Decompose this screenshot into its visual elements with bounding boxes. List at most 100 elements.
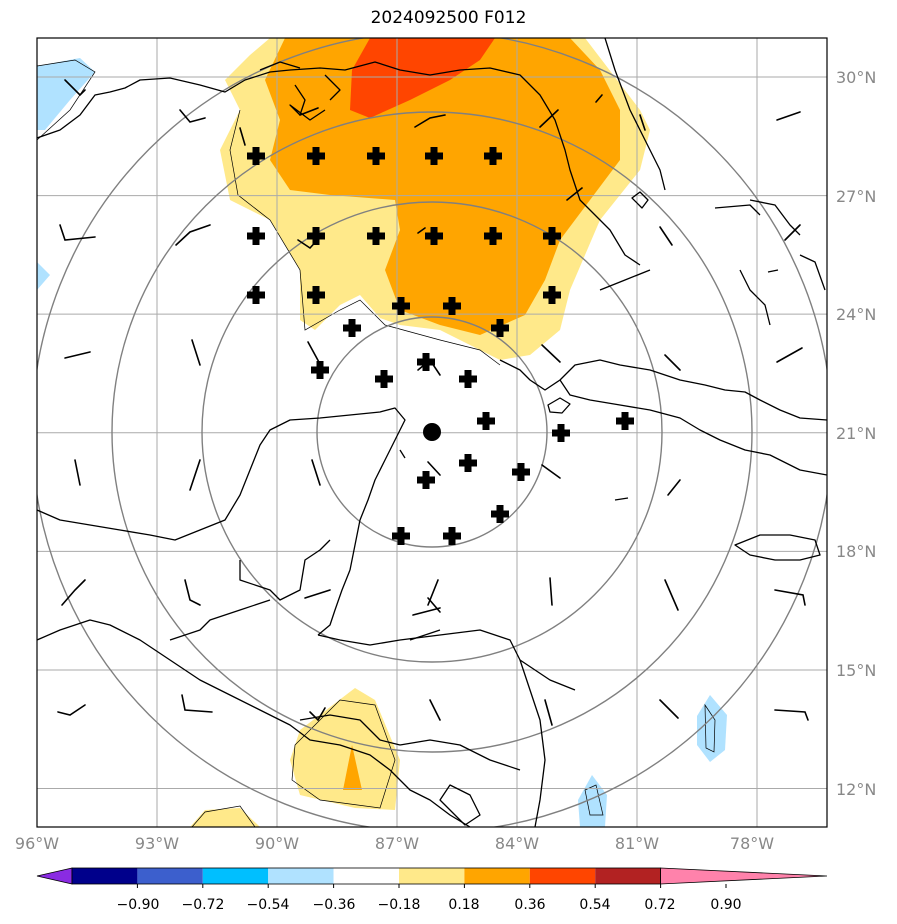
lon-label-96: 96°W	[15, 834, 59, 853]
colorbar-tick: 0.72	[644, 897, 675, 913]
range-ring	[316, 316, 548, 548]
ensemble-plus-marker	[247, 147, 265, 165]
mississippi-delta	[289, 84, 326, 121]
ensemble-plus-marker	[247, 286, 265, 304]
ensemble-plus-marker	[375, 370, 393, 388]
pacific-coast	[37, 619, 471, 827]
ensemble-plus-marker	[392, 527, 410, 545]
gt-border	[169, 599, 271, 641]
lat-label-12: 12°N	[836, 780, 876, 799]
map-panel	[37, 38, 827, 827]
coastlines	[37, 38, 827, 827]
lat-axis: 30°N 27°N 24°N 21°N 18°N 15°N 12°N	[836, 68, 876, 799]
colorbar-segment	[595, 868, 661, 884]
us-gulf-coast	[37, 61, 641, 266]
bahamas-1	[714, 204, 761, 216]
ensemble-plus-marker	[425, 147, 443, 165]
florida-east-coast	[604, 38, 666, 191]
field-outline-north	[229, 109, 501, 366]
ensemble-plus-marker	[367, 147, 385, 165]
colorbar-tick: 0.36	[514, 897, 545, 913]
map-title: 2024092500 F012	[370, 8, 527, 28]
bahamas-3	[799, 254, 826, 291]
red-region-north	[350, 38, 495, 118]
colorbar-tick: −0.72	[182, 897, 225, 913]
range-ring	[201, 201, 663, 663]
ensemble-plus-marker	[443, 527, 461, 545]
jamaica	[734, 534, 821, 561]
ensemble-plus-marker	[311, 361, 329, 379]
lon-axis: 96°W 93°W 90°W 87°W 84°W 81°W 78°W	[15, 834, 774, 853]
colorbar-outline	[71, 867, 661, 885]
colorbar-segment	[268, 868, 334, 884]
ensemble-plus-marker	[307, 147, 325, 165]
map-frame	[36, 37, 828, 828]
colorbar-segment	[529, 868, 596, 884]
colorbar-tick: −0.18	[378, 897, 421, 913]
colorbar-extend-low	[36, 867, 73, 885]
lat-label-27: 27°N	[836, 187, 876, 206]
orange-spike-south	[343, 745, 362, 790]
field-outline-east	[704, 703, 716, 753]
field-outline-sw	[191, 805, 256, 827]
colorbar-segment	[333, 868, 399, 884]
ensemble-plus-marker	[543, 227, 561, 245]
lon-label-81: 81°W	[615, 834, 659, 853]
orange-region-north	[265, 38, 620, 335]
ensemble-plus-marker	[425, 227, 443, 245]
blue-region-nw	[37, 58, 95, 130]
gulf-honduras-isle	[409, 629, 441, 641]
belize-coast	[317, 569, 351, 636]
colorbar-tick: 0.18	[448, 897, 479, 913]
lon-label-90: 90°W	[255, 834, 299, 853]
blue-region-east	[697, 695, 727, 762]
mexico-border	[239, 539, 331, 601]
florida-keys	[599, 269, 651, 291]
ensemble-plus-marker	[552, 424, 570, 442]
lat-lon-grid	[37, 38, 827, 827]
colorbar	[36, 867, 828, 888]
lon-label-78: 78°W	[730, 834, 774, 853]
lat-label-18: 18°N	[836, 542, 876, 561]
lon-label-84: 84°W	[495, 834, 539, 853]
colorbar-tick: −0.36	[313, 897, 356, 913]
bahamas-5	[767, 269, 779, 273]
lon-label-87: 87°W	[375, 834, 419, 853]
colorbar-ticks: −0.90 −0.72 −0.54 −0.36 −0.18 0.18 0.36 …	[117, 897, 742, 913]
blue-region-south	[578, 775, 607, 827]
lon-label-93: 93°W	[135, 834, 179, 853]
ensemble-plus-marker	[392, 297, 410, 315]
colorbar-tick: −0.54	[247, 897, 290, 913]
colorbar-segment	[202, 868, 269, 884]
bahamas-4	[739, 269, 771, 326]
ensemble-plus-marker	[459, 454, 477, 472]
ensemble-plus-marker	[459, 370, 477, 388]
lat-label-24: 24°N	[836, 305, 876, 324]
ensemble-plus-marker	[247, 227, 265, 245]
colorbar-tick: 0.90	[710, 897, 741, 913]
ensemble-plus-marker	[417, 471, 435, 489]
range-ring	[111, 111, 753, 753]
colorbar-segment	[464, 868, 530, 884]
ensemble-plus-marker	[543, 286, 561, 304]
ensemble-plus-marker	[484, 227, 502, 245]
colorbar-segment	[399, 868, 465, 884]
louisiana-bayous	[259, 61, 341, 101]
ensemble-markers	[247, 147, 634, 545]
ensemble-plus-marker	[484, 147, 502, 165]
ensemble-plus-marker	[367, 227, 385, 245]
colorbar-extend-high	[660, 867, 828, 885]
storm-center-marker	[423, 423, 441, 441]
lake-nicaragua	[439, 784, 481, 826]
lat-label-21: 21°N	[836, 424, 876, 443]
lat-label-15: 15°N	[836, 661, 876, 680]
yellow-region-sw	[190, 808, 260, 827]
field-outline-south2	[584, 784, 604, 816]
cozumel	[399, 449, 406, 459]
ensemble-plus-marker	[417, 353, 435, 371]
ensemble-plus-marker	[477, 412, 495, 430]
colorbar-segment	[137, 868, 203, 884]
nicaragua-border	[399, 739, 521, 771]
ensemble-plus-marker	[616, 412, 634, 430]
